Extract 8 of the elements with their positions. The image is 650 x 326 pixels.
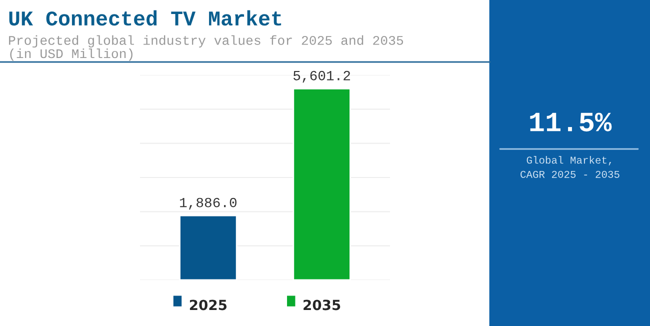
chart-subtitle: Projected global industry values for 2025 and 2035 (in USD Million) xyxy=(9,35,404,61)
text: 11.5% xyxy=(530,112,612,132)
x-tick-label: 2025 xyxy=(190,300,227,310)
data-label: 5,601.2 xyxy=(294,70,350,83)
text: Global Market, CAGR 2025 - 2035 xyxy=(520,156,620,178)
chart-title: UK Connected TV Market xyxy=(9,10,282,26)
data-label: 1,886.0 xyxy=(180,198,236,210)
x-tick-label: 2035 xyxy=(304,300,340,310)
